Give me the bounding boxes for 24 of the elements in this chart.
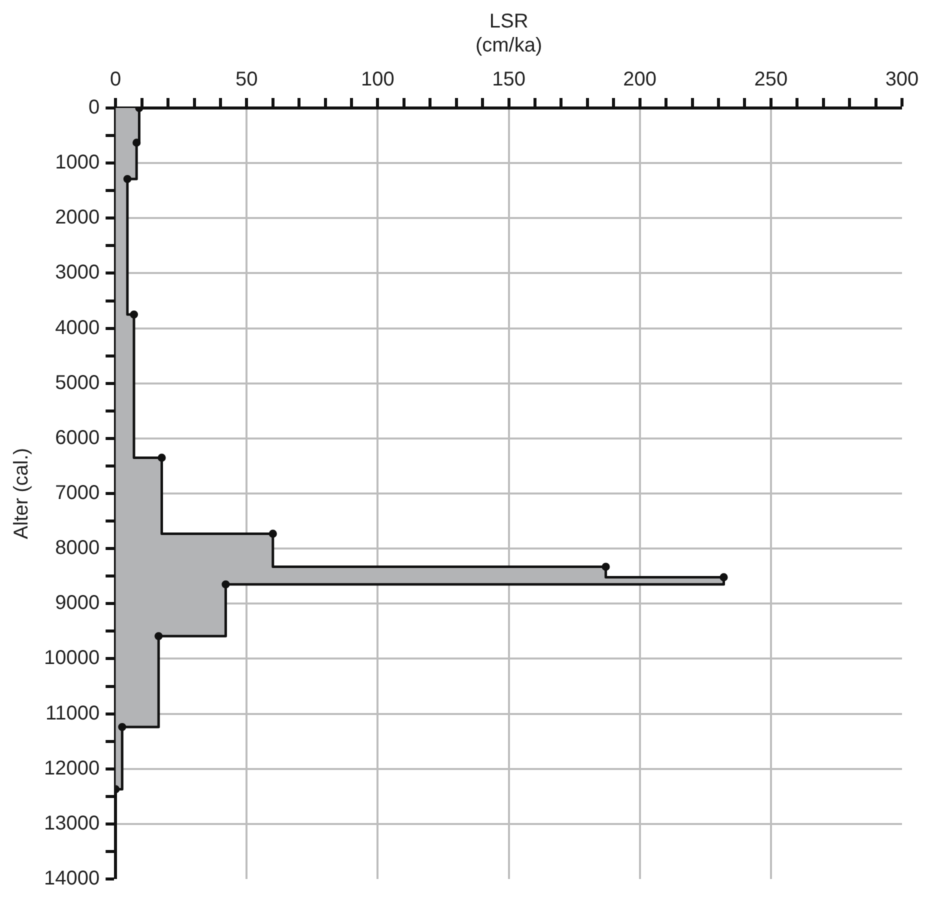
x-tick-label: 300	[885, 68, 919, 91]
x-axis-title: LSR (cm/ka)	[475, 10, 542, 57]
x-tick-label: 200	[623, 68, 657, 91]
x-tick-label: 250	[754, 68, 788, 91]
y-tick-label: 12000	[44, 757, 100, 780]
y-tick-label: 6000	[55, 426, 100, 449]
x-tick-label: 100	[361, 68, 394, 91]
x-tick-label: 150	[492, 68, 526, 91]
y-tick-label: 8000	[55, 537, 100, 560]
y-tick-label: 1000	[55, 152, 100, 174]
y-tick-label: 9000	[55, 592, 100, 614]
y-tick-label: 2000	[55, 206, 100, 229]
y-axis-title: Alter (cal.)	[10, 448, 33, 540]
y-tick-label: 0	[88, 96, 100, 119]
x-tick-label: 50	[236, 68, 258, 91]
y-tick-label: 11000	[45, 702, 100, 724]
y-tick-label: 4000	[55, 316, 100, 339]
x-tick-label: 0	[110, 68, 122, 91]
y-tick-label: 14000	[44, 868, 100, 890]
y-tick-label: 3000	[55, 262, 100, 284]
y-tick-label: 13000	[44, 812, 100, 834]
y-tick-label: 7000	[55, 482, 100, 504]
y-tick-label: 10000	[44, 647, 100, 670]
y-tick-label: 5000	[55, 372, 100, 394]
